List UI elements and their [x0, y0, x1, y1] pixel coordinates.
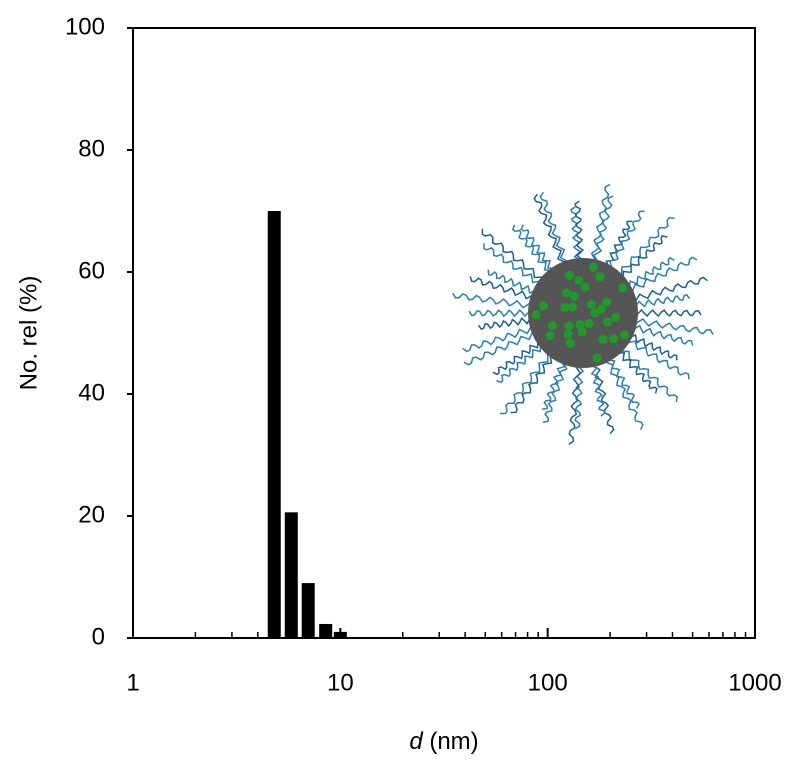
bar — [267, 211, 281, 638]
ligand-atom — [620, 330, 630, 340]
chain — [619, 234, 668, 281]
ligand-atom — [568, 302, 578, 312]
chain — [588, 361, 606, 417]
ligand-atom — [575, 320, 585, 330]
y-axis-label: No. rel (%) — [15, 276, 42, 391]
chain — [617, 217, 675, 278]
ligand-atom — [574, 275, 584, 285]
chain — [511, 224, 554, 275]
ligand-atom — [580, 282, 590, 292]
chain — [468, 308, 534, 318]
chain — [477, 315, 535, 330]
chain — [487, 269, 538, 295]
chain — [533, 193, 567, 267]
chain — [627, 256, 698, 294]
y-tick-label: 60 — [78, 257, 105, 284]
chain — [539, 191, 570, 266]
chain — [496, 342, 545, 384]
ligand-atom — [587, 300, 597, 310]
chain — [627, 333, 678, 361]
chain — [590, 183, 611, 265]
ligand-atom — [560, 302, 570, 312]
ligand-atom — [595, 272, 605, 282]
bar — [333, 631, 347, 638]
chain — [462, 324, 536, 353]
bar — [301, 583, 315, 638]
y-tick-label: 80 — [78, 135, 105, 162]
chain — [469, 276, 536, 300]
ligand-atom — [590, 308, 600, 318]
chain — [481, 228, 545, 282]
chain — [591, 361, 615, 434]
chain — [510, 353, 555, 414]
chain — [608, 210, 645, 271]
ligand-atom — [611, 312, 621, 322]
chain — [625, 256, 675, 290]
ligand-atom — [597, 304, 607, 314]
nanoparticle-illustration — [452, 183, 714, 445]
ligand-atom — [618, 283, 628, 293]
chain — [542, 359, 568, 424]
chain — [630, 276, 708, 303]
chain — [492, 339, 542, 376]
x-label-unit: (nm) — [429, 728, 478, 755]
ligand-atom — [602, 297, 612, 307]
chain — [632, 308, 702, 318]
core — [528, 258, 638, 368]
ligand-atom — [565, 270, 575, 280]
chain — [630, 324, 694, 346]
ligand-atom — [547, 321, 557, 331]
x-tick-label: 1000 — [728, 669, 781, 696]
x-tick-label: 10 — [327, 669, 354, 696]
chain — [615, 349, 658, 394]
x-tick-label: 1 — [126, 669, 139, 696]
ligand-atom — [531, 310, 541, 320]
chain — [452, 292, 535, 309]
ligand-atom — [609, 334, 619, 344]
chain — [500, 351, 552, 415]
ligand-atom — [561, 288, 571, 298]
x-label-symbol: d — [409, 728, 423, 755]
ligand-atom — [602, 317, 612, 327]
bar — [284, 512, 298, 638]
y-tick-label: 100 — [65, 13, 105, 40]
chain — [568, 362, 582, 445]
ligand-atom — [563, 329, 573, 339]
ligand-atom — [539, 301, 549, 311]
chain — [618, 346, 678, 403]
ligand-atom — [588, 262, 598, 272]
ligand-atom — [598, 334, 608, 344]
ligand-atom — [569, 291, 579, 301]
ligand-atom — [592, 353, 602, 363]
ligand-atom — [564, 321, 574, 331]
chain — [463, 330, 538, 366]
y-tick-label: 40 — [78, 379, 105, 406]
ligand-atom — [584, 318, 594, 328]
chain — [631, 293, 691, 310]
chain — [631, 318, 714, 335]
ligand-atom — [545, 331, 555, 341]
chain — [520, 224, 557, 273]
bar — [319, 623, 333, 638]
ligand-atom — [577, 327, 587, 337]
chain — [483, 243, 543, 286]
chain — [542, 358, 566, 410]
ligand-atom — [565, 338, 575, 348]
chain — [592, 195, 614, 266]
chain — [625, 338, 690, 380]
x-tick-label: 100 — [528, 669, 568, 696]
y-tick-label: 0 — [92, 623, 105, 650]
chain — [603, 357, 644, 430]
plot-frame — [132, 27, 756, 639]
x-axis-label: d (nm) — [409, 728, 478, 755]
chain — [574, 200, 585, 264]
y-tick-label: 20 — [78, 501, 105, 528]
